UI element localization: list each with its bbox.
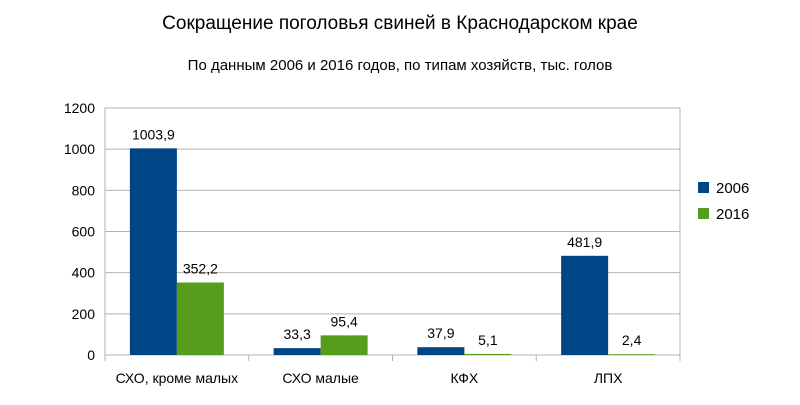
x-tick-label: СХО, кроме малых [116, 370, 239, 386]
legend-swatch [698, 208, 709, 219]
data-label: 352,2 [183, 261, 218, 277]
x-tick-label: КФХ [451, 370, 479, 386]
bar-2016-2 [464, 353, 512, 355]
data-label: 481,9 [567, 234, 602, 250]
y-axis-ticks: 0 200 400 600 800 1000 1200 [64, 100, 95, 363]
legend-swatch [698, 182, 709, 193]
data-label: 5,1 [478, 332, 498, 348]
y-tick-label: 1200 [64, 100, 95, 116]
legend-label: 2016 [716, 206, 749, 223]
chart-title: Сокращение поголовья свиней в Краснодарс… [162, 13, 638, 34]
chart-subtitle: По данным 2006 и 2016 годов, по типам хо… [188, 57, 613, 74]
y-tick-label: 200 [72, 306, 96, 322]
y-tick-label: 0 [87, 347, 95, 363]
y-tick-label: 1000 [64, 141, 95, 157]
legend-label: 2006 [716, 180, 749, 197]
x-tick-label: СХО малые [282, 370, 359, 386]
y-tick-label: 600 [72, 224, 96, 240]
legend: 2006 2016 [698, 180, 749, 223]
bar-2006-3 [561, 255, 609, 355]
data-label: 2,4 [622, 332, 642, 348]
data-label: 33,3 [284, 326, 311, 342]
data-label: 37,9 [427, 325, 454, 341]
bar-2016-1 [320, 335, 368, 355]
bar-2016-0 [176, 282, 224, 355]
x-tick-label: ЛПХ [594, 370, 623, 386]
bar-2016-3 [608, 354, 656, 355]
x-axis-ticks: СХО, кроме малых СХО малые КФХ ЛПХ [116, 370, 623, 386]
bar-2006-0 [129, 148, 177, 355]
y-tick-label: 400 [72, 265, 96, 281]
y-tick-label: 800 [72, 182, 96, 198]
data-label: 95,4 [331, 313, 358, 329]
bar-2006-2 [417, 347, 465, 355]
bars [129, 148, 656, 355]
data-label: 1003,9 [132, 126, 175, 142]
bar-2006-1 [273, 348, 321, 355]
data-labels: 1003,9 352,2 33,3 95,4 37,9 5,1 481,9 2,4 [132, 126, 642, 348]
